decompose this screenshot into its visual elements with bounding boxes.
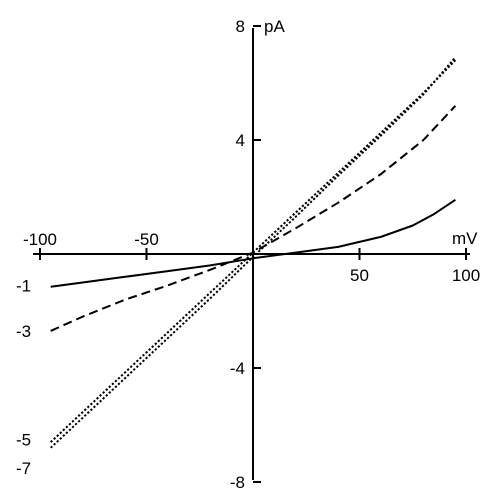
curve-label: -7 bbox=[16, 459, 31, 478]
y-ticks: 8 4 -4 -8 bbox=[230, 17, 261, 488]
series-layer bbox=[50, 56, 457, 449]
curve-label: -5 bbox=[16, 430, 31, 449]
y-tick-label: -8 bbox=[230, 473, 245, 488]
x-axis-label: mV bbox=[452, 229, 478, 248]
series-3-dotted-line bbox=[50, 56, 457, 449]
x-ticks: -100 -50 50 100 bbox=[23, 230, 480, 285]
curve-labels: -1 -3 -5 -7 bbox=[16, 276, 31, 477]
curve-label: -1 bbox=[16, 276, 31, 295]
x-tick-label: 50 bbox=[350, 266, 369, 285]
x-tick-label: -50 bbox=[134, 230, 159, 249]
y-tick-label: -4 bbox=[230, 359, 245, 378]
series-1-solid-line bbox=[50, 198, 456, 288]
y-tick-label: 8 bbox=[236, 17, 245, 36]
y-tick-label: 4 bbox=[236, 131, 245, 150]
x-tick-label: 100 bbox=[452, 266, 480, 285]
x-tick-label: -100 bbox=[23, 230, 57, 249]
series-2-dashed-line bbox=[50, 105, 457, 332]
series-4-dotted-line bbox=[50, 59, 457, 443]
curve-label: -3 bbox=[16, 322, 31, 341]
y-axis-label: pA bbox=[264, 17, 285, 36]
